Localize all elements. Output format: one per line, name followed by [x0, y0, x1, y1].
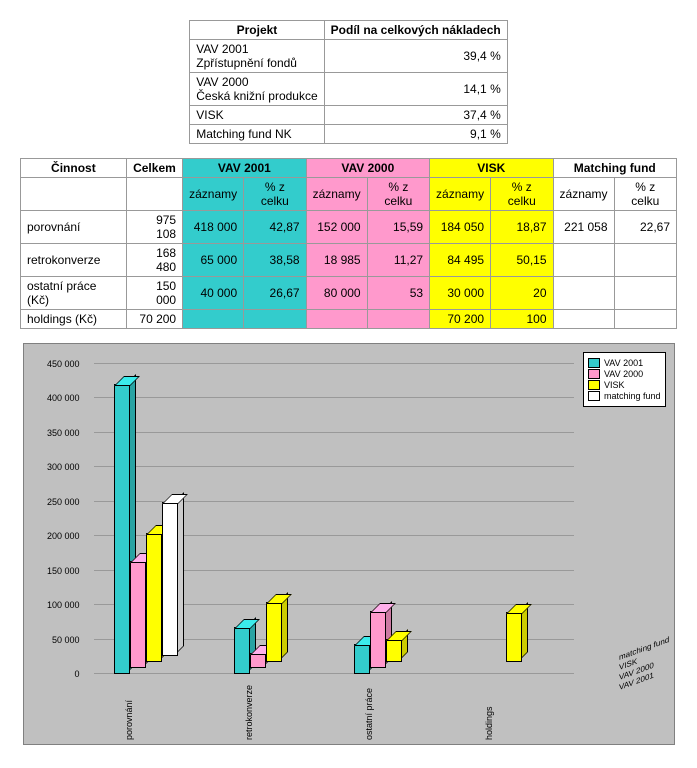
t1-project-name: VAV 2000Česká knižní produkce	[190, 73, 324, 106]
t1-share-value: 9,1 %	[324, 125, 507, 144]
t2-h-vav2001: VAV 2001	[183, 159, 306, 178]
t2-h-vav2000: VAV 2000	[306, 159, 429, 178]
t1-header-project: Projekt	[190, 21, 324, 40]
t1-share-value: 39,4 %	[324, 40, 507, 73]
x-label: porovnání	[124, 700, 134, 740]
t2-h-mf: Matching fund	[553, 159, 676, 178]
plot-area	[94, 364, 574, 674]
x-label: ostatní práce	[364, 688, 374, 740]
t1-project-name: VISK	[190, 106, 324, 125]
t1-header-share: Podíl na celkových nákladech	[324, 21, 507, 40]
project-share-table: Projekt Podíl na celkových nákladech VAV…	[189, 20, 507, 144]
t2-h-total: Celkem	[126, 159, 182, 178]
chart-legend: VAV 2001VAV 2000VISKmatching fund	[583, 352, 666, 407]
x-label: retrokonverze	[244, 685, 254, 740]
t2-h-activity: Činnost	[21, 159, 127, 178]
x-label: holdings	[484, 706, 494, 740]
t1-share-value: 37,4 %	[324, 106, 507, 125]
t1-project-name: Matching fund NK	[190, 125, 324, 144]
z-axis-labels: matching fundVISKVAV 2000VAV 2001	[619, 643, 669, 684]
bar-chart-3d: VAV 2001VAV 2000VISKmatching fund 050 00…	[23, 343, 675, 745]
activity-breakdown-table: Činnost Celkem VAV 2001 VAV 2000 VISK Ma…	[20, 158, 677, 329]
t2-h-visk: VISK	[430, 159, 553, 178]
t1-project-name: VAV 2001Zpřístupnění fondů	[190, 40, 324, 73]
x-axis-labels: porovnání retrokonverze ostatní práce holdi…	[94, 684, 574, 744]
t1-share-value: 14,1 %	[324, 73, 507, 106]
y-axis-labels: 050 000100 000150 000200 000250 000300 0…	[24, 364, 84, 674]
